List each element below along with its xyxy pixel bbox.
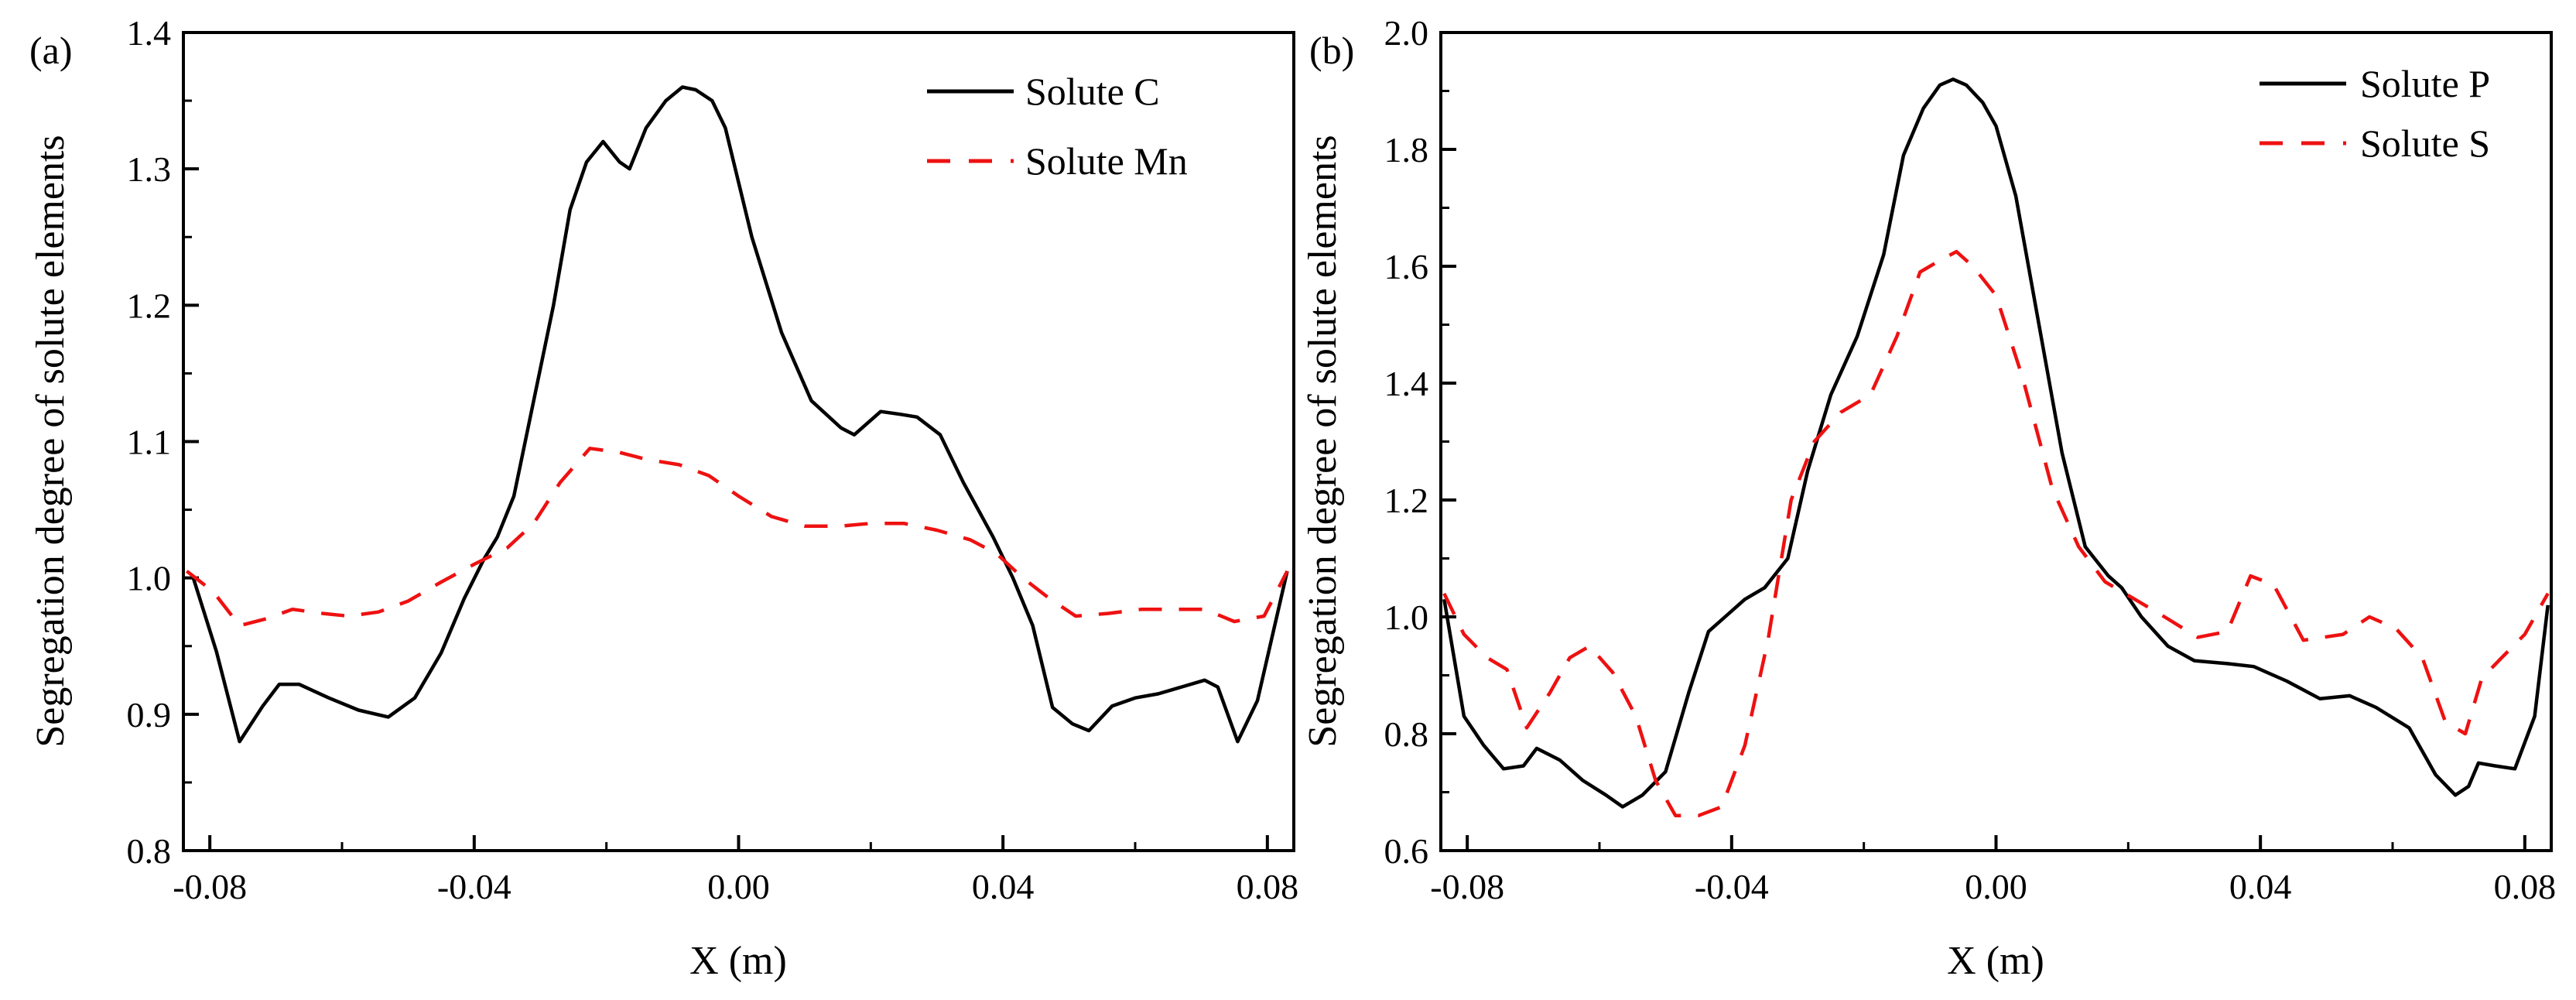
panel-label: (a): [29, 29, 73, 72]
y-tick-label: 1.4: [127, 13, 172, 53]
x-tick-label: 0.00: [1965, 867, 2027, 906]
y-tick-label: 1.1: [127, 423, 172, 462]
x-axis-ticks: -0.08 -0.04 0.00 0.04 0.08: [1430, 835, 2556, 906]
y-tick-label: 1.2: [1384, 481, 1429, 520]
x-tick-label: 0.08: [2494, 867, 2557, 906]
series-line-solute-p: [1442, 77, 2550, 809]
y-tick-label: 1.0: [127, 559, 172, 598]
legend: Solute C Solute Mn: [927, 70, 1188, 183]
y-tick-label: 1.0: [1384, 598, 1429, 637]
y-axis-title: Segregation degree of solute elements: [1301, 135, 1345, 747]
x-axis-ticks: -0.08 -0.04 0.00 0.04 0.08: [173, 835, 1298, 906]
x-tick-label: -0.08: [1430, 867, 1504, 906]
y-axis-ticks: 0.8 0.9 1.0 1.1 1.2 1.3 1.4: [127, 13, 199, 871]
legend-label-solute-s: Solute S: [2360, 122, 2490, 165]
y-axis-ticks: 0.6 0.8 1.0 1.2 1.4 1.6 1.8 2.0: [1384, 13, 1456, 871]
y-tick-label: 0.8: [1384, 714, 1429, 754]
x-tick-label: -0.08: [173, 867, 247, 906]
y-tick-label: 2.0: [1384, 13, 1429, 53]
legend: Solute P Solute S: [2260, 62, 2490, 165]
y-tick-label: 0.6: [1384, 831, 1429, 871]
series-lines: [185, 85, 1289, 744]
series-line-solute-c: [191, 85, 1289, 744]
x-axis-title: X (m): [1947, 939, 2044, 983]
y-tick-label: 1.8: [1384, 130, 1429, 170]
y-axis-title: Segregation degree of solute elements: [29, 135, 73, 747]
panel-a: -0.08 -0.04 0.00 0.04 0.08 0.8 0.9 1.0 1.1 1.2 1.…: [29, 13, 1298, 983]
y-tick-label: 1.4: [1384, 364, 1429, 403]
x-axis-title: X (m): [689, 939, 787, 983]
legend-label-solute-mn: Solute Mn: [1025, 139, 1188, 183]
series-line-solute-s: [1442, 249, 2550, 817]
x-tick-label: 0.04: [972, 867, 1035, 906]
y-tick-label: 1.3: [127, 149, 172, 189]
series-lines: [1442, 77, 2550, 817]
legend-label-solute-p: Solute P: [2360, 62, 2490, 105]
y-tick-label: 1.6: [1384, 247, 1429, 286]
y-tick-label: 0.8: [127, 831, 172, 871]
x-tick-label: -0.04: [437, 867, 511, 906]
y-tick-label: 0.9: [127, 695, 172, 735]
panel-label: (b): [1309, 29, 1354, 72]
x-tick-label: 0.08: [1237, 867, 1299, 906]
x-tick-label: 0.00: [707, 867, 770, 906]
x-tick-label: -0.04: [1695, 867, 1769, 906]
series-line-solute-mn: [185, 447, 1289, 628]
legend-label-solute-c: Solute C: [1025, 70, 1160, 113]
y-tick-label: 1.2: [127, 286, 172, 325]
panel-b: -0.08 -0.04 0.00 0.04 0.08 0.6 0.8 1.0 1.2 1.4 1.…: [1301, 13, 2556, 983]
x-tick-label: 0.04: [2229, 867, 2292, 906]
